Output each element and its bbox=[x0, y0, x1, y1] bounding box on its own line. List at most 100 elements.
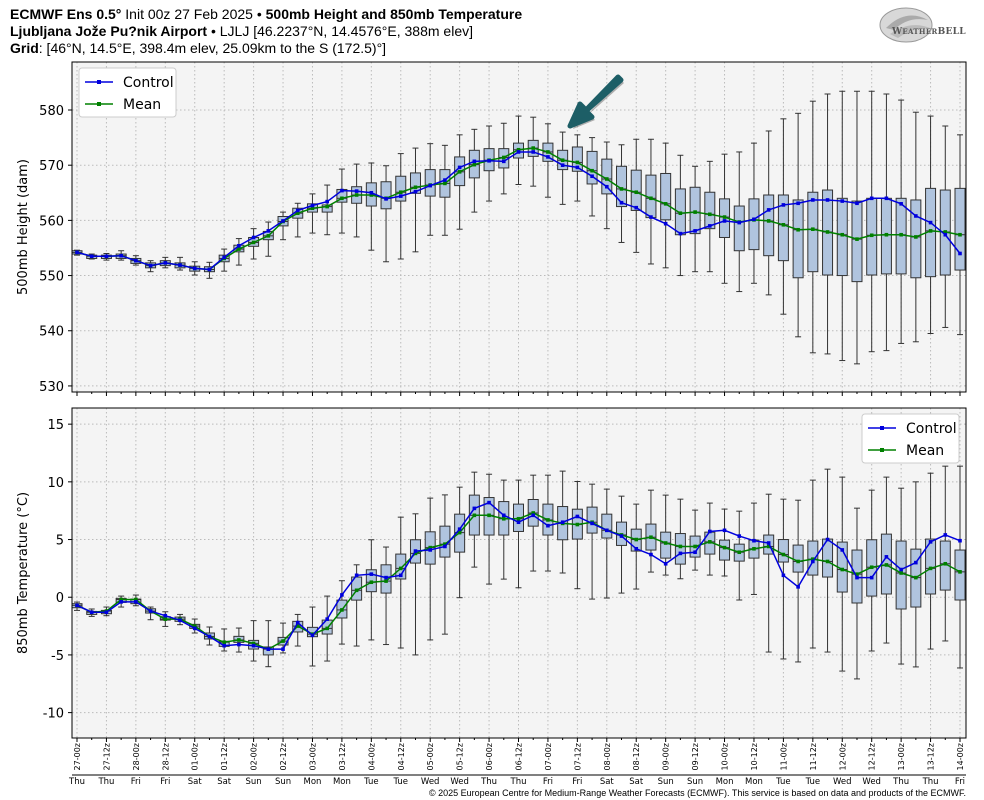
mean-marker bbox=[752, 546, 756, 551]
station-name: Ljubljana Jože Pu?nik Airport bbox=[10, 23, 208, 39]
control-marker bbox=[855, 201, 859, 206]
mean-marker bbox=[531, 511, 536, 515]
mean-marker bbox=[796, 559, 800, 564]
control-marker bbox=[516, 150, 521, 154]
mean-marker bbox=[384, 579, 388, 583]
control-marker bbox=[708, 529, 712, 534]
x-day-label: Fri bbox=[160, 777, 170, 787]
control-marker bbox=[781, 203, 786, 207]
mean-marker bbox=[546, 518, 550, 522]
control-marker bbox=[575, 165, 580, 170]
x-tick-label: 03-00z bbox=[308, 743, 317, 770]
control-marker bbox=[943, 533, 948, 537]
x-day-label: Thu bbox=[68, 777, 85, 787]
x-tick-label: 10-12z bbox=[750, 743, 759, 770]
x-day-label: Thu bbox=[922, 777, 939, 787]
mean-marker bbox=[369, 193, 374, 197]
mean-marker bbox=[943, 561, 948, 566]
mean-marker bbox=[825, 230, 830, 234]
mean-marker bbox=[914, 575, 918, 580]
control-marker bbox=[840, 199, 845, 203]
mean-marker bbox=[325, 204, 329, 209]
title-line-2: Ljubljana Jože Pu?nik Airport • LJLJ [46… bbox=[10, 23, 473, 40]
mean-marker bbox=[693, 544, 697, 549]
box-iqr bbox=[395, 175, 407, 202]
control-marker bbox=[148, 609, 153, 613]
box-plot bbox=[674, 498, 686, 580]
chart-title: 500mb Height and 850mb Temperature bbox=[265, 6, 523, 22]
control-marker bbox=[75, 250, 79, 255]
x-tick-label: 10-00z bbox=[721, 743, 730, 770]
title-line-1: ECMWF Ens 0.5° Init 00z 27 Feb 2025 • 50… bbox=[10, 6, 522, 23]
control-marker bbox=[104, 610, 109, 615]
legend: Control Mean bbox=[861, 413, 960, 464]
x-tick-label: 08-00z bbox=[603, 743, 612, 770]
box-iqr bbox=[777, 539, 789, 563]
control-marker bbox=[384, 197, 388, 201]
control-marker bbox=[134, 600, 138, 604]
box-plot bbox=[807, 100, 819, 354]
mean-marker bbox=[634, 537, 639, 542]
mean-marker bbox=[914, 235, 918, 239]
x-tick-label: 08-12z bbox=[632, 743, 641, 770]
mean-marker bbox=[958, 570, 962, 574]
control-marker bbox=[369, 572, 374, 576]
control-marker bbox=[369, 190, 374, 195]
x-day-label: Sat bbox=[188, 777, 203, 787]
x-day-label: Thu bbox=[480, 777, 497, 787]
control-marker bbox=[384, 575, 388, 580]
station-info: • LJLJ [46.2237°N, 14.4576°E, 388m elev] bbox=[207, 23, 473, 39]
control-marker bbox=[295, 620, 300, 625]
control-marker bbox=[207, 267, 212, 272]
box-iqr bbox=[586, 506, 598, 534]
x-day-label: Wed bbox=[862, 777, 881, 787]
mean-marker bbox=[766, 544, 771, 549]
mean-marker bbox=[413, 551, 418, 556]
mean-marker bbox=[663, 202, 668, 206]
y-tick-label: 10 bbox=[47, 476, 64, 491]
mean-marker bbox=[134, 597, 138, 602]
control-marker bbox=[251, 643, 256, 648]
control-marker bbox=[487, 158, 491, 163]
control-marker bbox=[163, 261, 168, 265]
control-marker bbox=[501, 159, 506, 164]
control-marker bbox=[560, 163, 565, 167]
control-marker bbox=[708, 224, 712, 228]
control-marker bbox=[619, 200, 624, 205]
mean-marker bbox=[811, 227, 815, 232]
box-iqr bbox=[380, 181, 392, 210]
control-marker bbox=[457, 527, 462, 531]
box-iqr bbox=[601, 513, 613, 539]
x-tick-label: 06-00z bbox=[485, 743, 494, 770]
x-day-label: Mon bbox=[333, 777, 351, 787]
control-marker bbox=[428, 548, 432, 552]
control-marker bbox=[796, 201, 800, 206]
control-marker bbox=[281, 219, 285, 223]
control-marker bbox=[310, 633, 315, 638]
logo-text: WEATHERBELL bbox=[892, 27, 966, 37]
mean-marker bbox=[869, 565, 874, 570]
mean-marker bbox=[457, 170, 462, 174]
control-marker bbox=[457, 165, 462, 170]
x-tick-label: 13-00z bbox=[897, 743, 906, 770]
control-marker bbox=[649, 215, 653, 219]
control-marker bbox=[501, 513, 506, 518]
x-tick-label: 27-00z bbox=[73, 743, 82, 770]
box-iqr bbox=[424, 169, 436, 197]
x-tick-label: 11-00z bbox=[779, 743, 788, 770]
control-marker bbox=[487, 500, 491, 505]
control-marker bbox=[825, 537, 830, 542]
mean-marker bbox=[354, 588, 359, 593]
mean-marker bbox=[708, 212, 712, 217]
control-marker bbox=[811, 559, 815, 564]
mean-marker bbox=[487, 513, 491, 518]
mean-marker bbox=[781, 222, 786, 227]
x-day-label: Wed bbox=[833, 777, 852, 787]
control-marker bbox=[134, 258, 138, 263]
legend: Control Mean bbox=[78, 67, 177, 118]
mean-marker bbox=[928, 229, 933, 233]
x-tick-label: 27-12z bbox=[102, 743, 111, 770]
control-marker bbox=[75, 603, 79, 608]
control-marker bbox=[354, 189, 359, 193]
model-name: ECMWF Ens 0.5° bbox=[10, 6, 122, 22]
